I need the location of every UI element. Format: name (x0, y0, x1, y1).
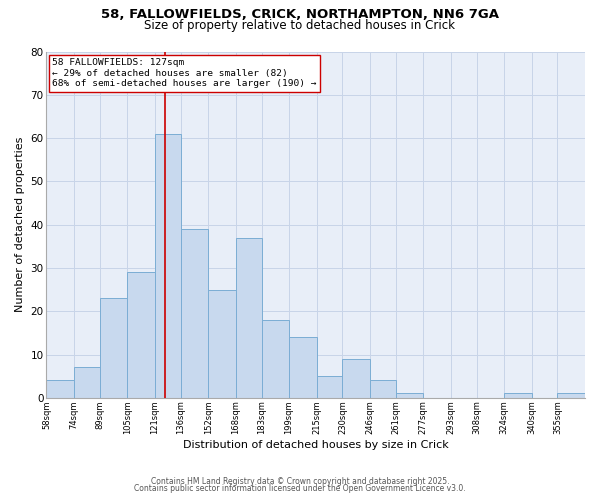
Text: Contains HM Land Registry data © Crown copyright and database right 2025.: Contains HM Land Registry data © Crown c… (151, 477, 449, 486)
Y-axis label: Number of detached properties: Number of detached properties (15, 137, 25, 312)
Bar (343, 359, 370, 398)
Text: 58, FALLOWFIELDS, CRICK, NORTHAMPTON, NN6 7GA: 58, FALLOWFIELDS, CRICK, NORTHAMPTON, NN… (101, 8, 499, 20)
X-axis label: Distribution of detached houses by size in Crick: Distribution of detached houses by size … (183, 440, 449, 450)
Bar (127, 272, 155, 398)
Bar (370, 380, 396, 398)
Bar (100, 298, 127, 398)
Bar (396, 394, 423, 398)
Bar (46, 380, 74, 398)
Bar (208, 290, 236, 398)
Bar (74, 368, 100, 398)
Bar (504, 394, 532, 398)
Text: 58 FALLOWFIELDS: 127sqm
← 29% of detached houses are smaller (82)
68% of semi-de: 58 FALLOWFIELDS: 127sqm ← 29% of detache… (52, 58, 316, 88)
Bar (557, 394, 585, 398)
Bar (289, 337, 317, 398)
Text: Size of property relative to detached houses in Crick: Size of property relative to detached ho… (145, 18, 455, 32)
Bar (262, 320, 289, 398)
Bar (317, 376, 343, 398)
Bar (181, 229, 208, 398)
Bar (236, 238, 262, 398)
Bar (155, 134, 181, 398)
Text: Contains public sector information licensed under the Open Government Licence v3: Contains public sector information licen… (134, 484, 466, 493)
